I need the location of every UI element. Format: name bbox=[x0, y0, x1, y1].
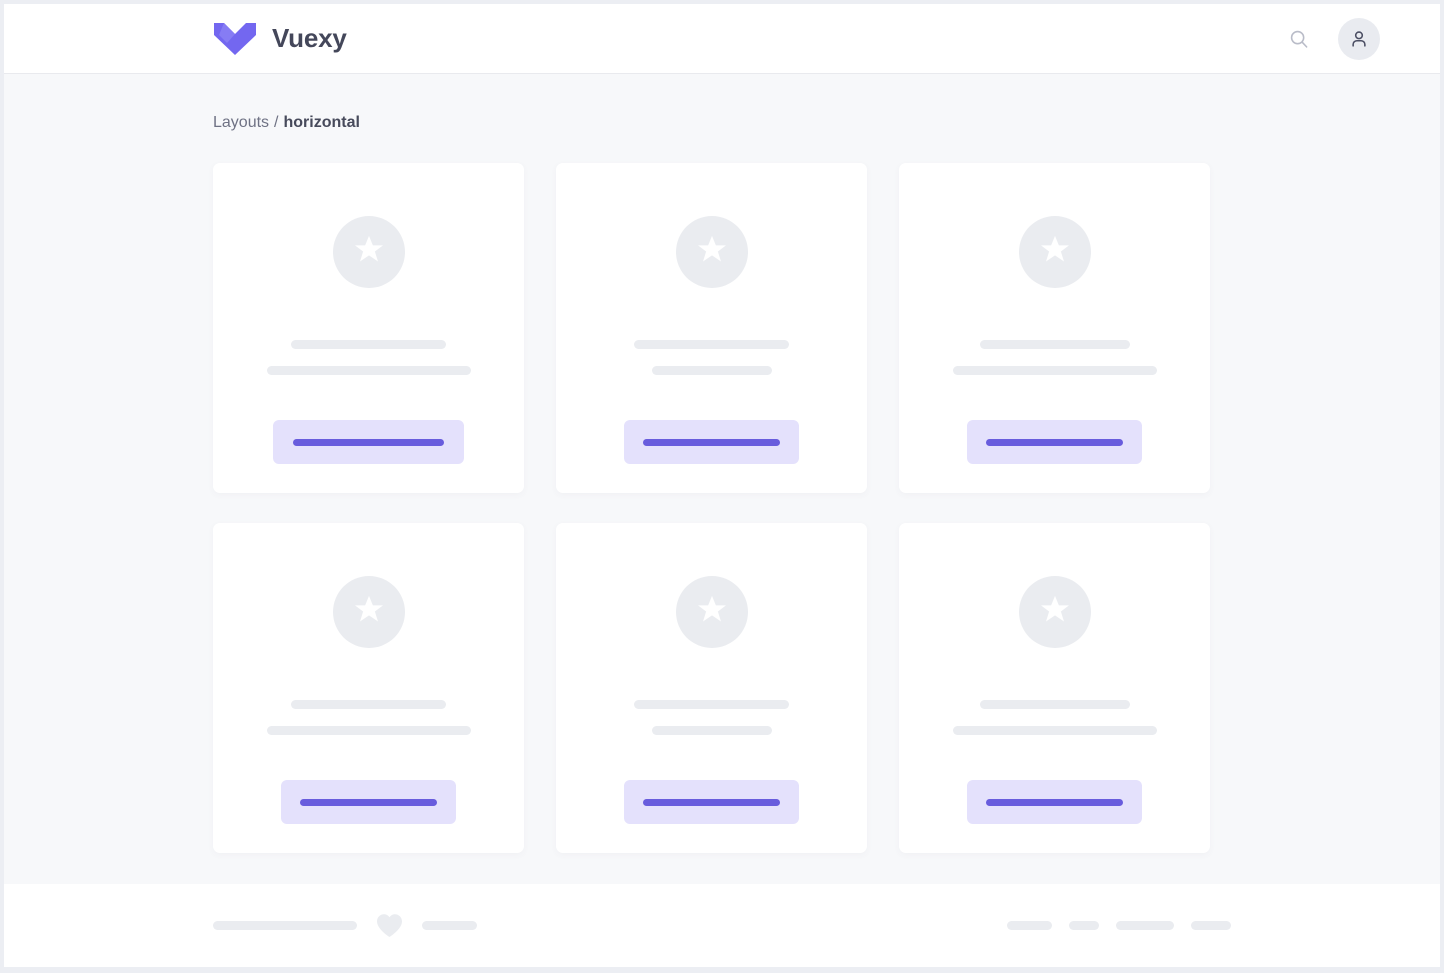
card-media-avatar bbox=[332, 216, 405, 288]
card-media-avatar bbox=[1018, 576, 1091, 648]
card-text-placeholders bbox=[899, 700, 1210, 735]
content-card[interactable] bbox=[899, 523, 1210, 853]
card-text-line bbox=[291, 340, 446, 349]
star-icon-icon bbox=[354, 235, 384, 269]
breadcrumb-parent[interactable]: Layouts bbox=[213, 114, 270, 131]
card-text-line bbox=[952, 366, 1157, 375]
card-action-button-label bbox=[643, 438, 780, 446]
card-media-avatar bbox=[675, 216, 748, 288]
card-text-line bbox=[634, 340, 789, 349]
star-icon-icon bbox=[697, 595, 727, 629]
heart-icon[interactable] bbox=[376, 913, 403, 938]
card-media-avatar bbox=[1018, 216, 1091, 288]
card-media-avatar bbox=[675, 576, 748, 648]
footer-right-group bbox=[1007, 921, 1231, 930]
breadcrumb-current: horizontal bbox=[283, 114, 360, 131]
footer-left-placeholder-bar[interactable] bbox=[213, 921, 357, 930]
content-card[interactable] bbox=[899, 163, 1210, 493]
footer-left-group bbox=[213, 913, 477, 938]
top-navbar: Vuexy bbox=[4, 4, 1440, 74]
card-action-button[interactable] bbox=[281, 780, 456, 824]
page-footer bbox=[4, 884, 1440, 967]
card-text-line bbox=[979, 700, 1130, 709]
card-action-button-label bbox=[986, 438, 1123, 446]
card-text-placeholders bbox=[213, 340, 524, 375]
card-action-button[interactable] bbox=[273, 420, 464, 464]
card-action-button[interactable] bbox=[624, 780, 799, 824]
content-card[interactable] bbox=[556, 163, 867, 493]
star-icon-icon bbox=[697, 235, 727, 269]
vuexy-chevron-logo-icon bbox=[213, 21, 257, 57]
card-action-button-label bbox=[643, 798, 780, 806]
content-card[interactable] bbox=[556, 523, 867, 853]
card-text-line bbox=[651, 366, 772, 375]
card-text-line bbox=[651, 726, 772, 735]
card-text-line bbox=[291, 700, 446, 709]
brand-name: Vuexy bbox=[272, 23, 347, 53]
footer-right-placeholder-bar[interactable] bbox=[1116, 921, 1174, 930]
card-action-button-label bbox=[300, 798, 437, 806]
card-text-line bbox=[952, 726, 1157, 735]
card-text-placeholders bbox=[556, 340, 867, 375]
app-window: Vuexy Layouts / horizontal bbox=[4, 4, 1440, 967]
breadcrumb-separator: / bbox=[274, 114, 279, 131]
card-action-button[interactable] bbox=[967, 420, 1142, 464]
card-text-placeholders bbox=[556, 700, 867, 735]
breadcrumb: Layouts / horizontal bbox=[213, 114, 1231, 132]
footer-left-placeholder-bar[interactable] bbox=[422, 921, 477, 930]
main-content: Layouts / horizontal bbox=[4, 74, 1440, 884]
card-text-line bbox=[266, 726, 471, 735]
card-text-line bbox=[266, 366, 471, 375]
card-text-line bbox=[979, 340, 1130, 349]
search-icon[interactable] bbox=[1286, 26, 1312, 52]
star-icon-icon bbox=[354, 595, 384, 629]
card-media-avatar bbox=[332, 576, 405, 648]
footer-right-placeholder-bar[interactable] bbox=[1069, 921, 1099, 930]
user-avatar-icon[interactable] bbox=[1338, 17, 1380, 60]
content-card[interactable] bbox=[213, 163, 524, 493]
card-action-button-label bbox=[986, 798, 1123, 806]
star-icon-icon bbox=[1040, 235, 1070, 269]
card-text-placeholders bbox=[899, 340, 1210, 375]
card-text-placeholders bbox=[213, 700, 524, 735]
card-grid bbox=[213, 163, 1231, 853]
card-action-button[interactable] bbox=[624, 420, 799, 464]
brand[interactable]: Vuexy bbox=[213, 21, 347, 57]
star-icon-icon bbox=[1040, 595, 1070, 629]
card-text-line bbox=[634, 700, 789, 709]
card-action-button[interactable] bbox=[967, 780, 1142, 824]
footer-right-placeholder-bar[interactable] bbox=[1007, 921, 1052, 930]
card-action-button-label bbox=[293, 438, 444, 446]
content-card[interactable] bbox=[213, 523, 524, 853]
footer-right-placeholder-bar[interactable] bbox=[1191, 921, 1231, 930]
navbar-actions bbox=[1286, 17, 1380, 60]
